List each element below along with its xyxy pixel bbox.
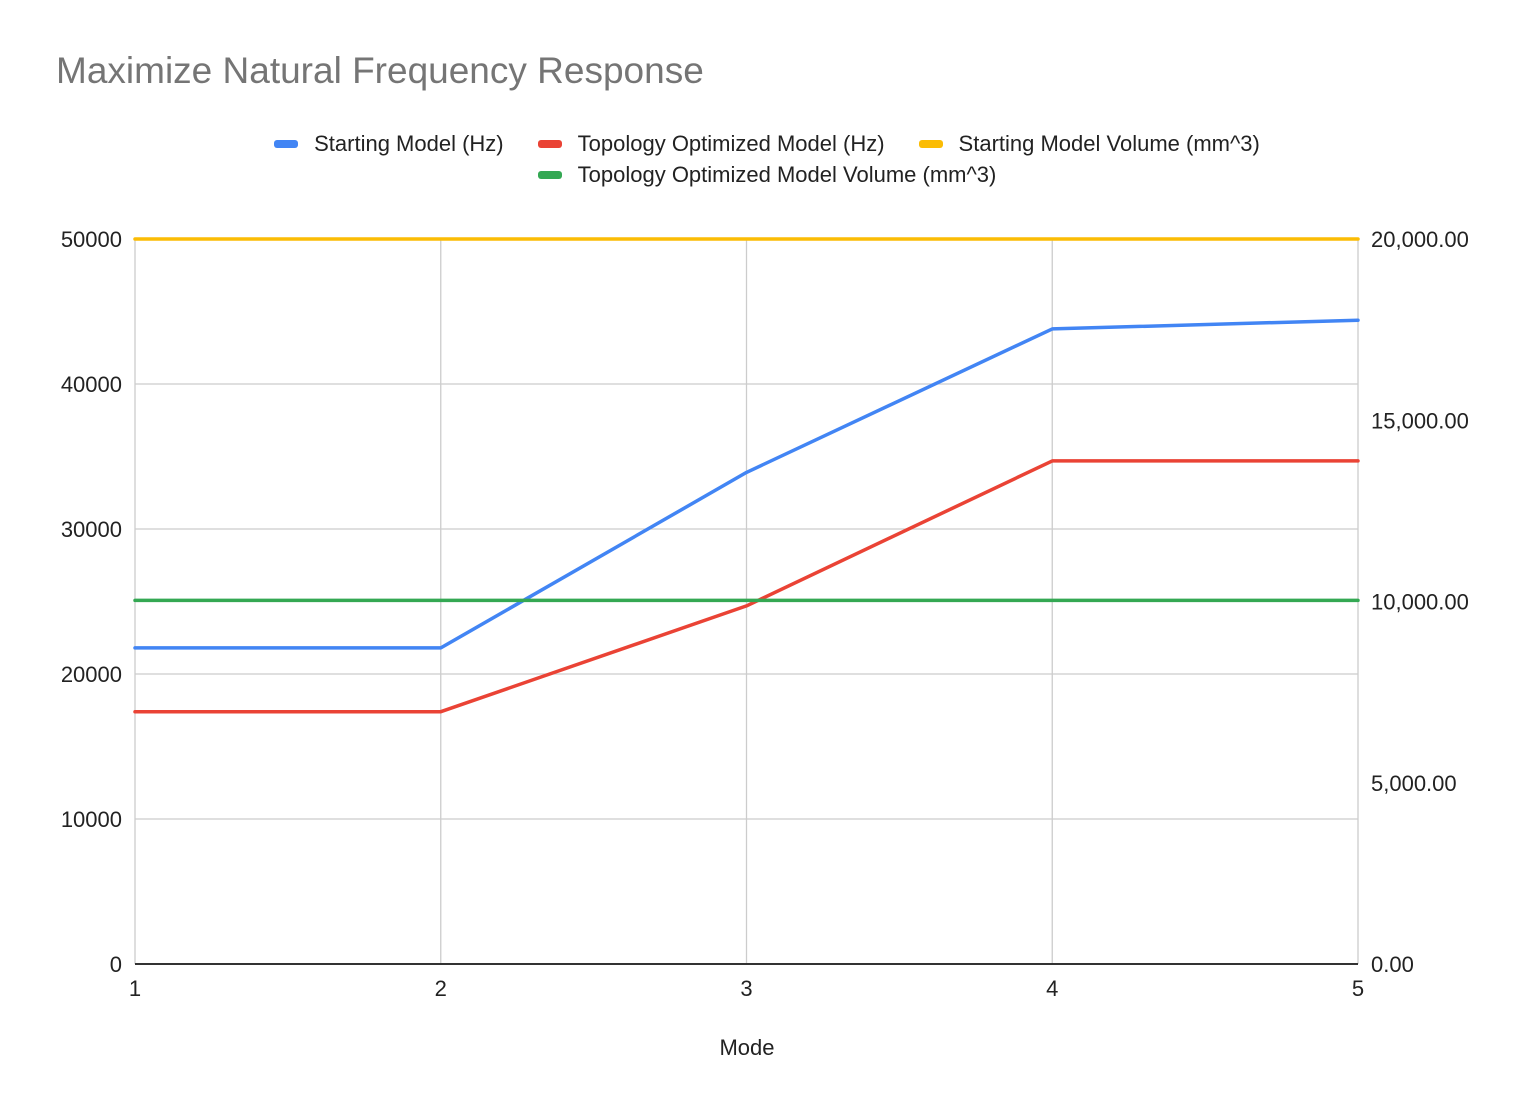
x-tick-label: 4 [1046,976,1058,1001]
legend-label-starting-model-volume: Starting Model Volume (mm^3) [958,131,1260,156]
legend-swatch-topology-optimized-model-hz [537,140,562,148]
y-tick-label: 0 [110,952,122,977]
x-axis-title: Mode [719,1035,774,1060]
y-tick-label: 50000 [61,227,122,252]
y-tick-label: 10000 [61,807,122,832]
series-layer [133,237,1360,714]
x-tick-label: 5 [1352,976,1364,1001]
legend-label-topology-optimized-model-hz: Topology Optimized Model (Hz) [577,131,885,156]
legend-row-2: Topology Optimized Model Volume (mm^3) [0,162,1534,188]
y2-tick-label: 15,000.00 [1371,408,1469,433]
legend-item-starting-model-volume[interactable]: Starting Model Volume (mm^3) [918,131,1260,157]
legend-item-starting-model-hz[interactable]: Starting Model (Hz) [274,131,504,157]
chart-title: Maximize Natural Frequency Response [56,50,704,91]
series-line-1[interactable] [133,459,1360,714]
y2-tick-label: 5,000.00 [1371,771,1457,796]
y-tick-label: 20000 [61,662,122,687]
legend-swatch-starting-model-hz [274,140,299,148]
series-line-0[interactable] [133,318,1360,650]
x-tick-label: 3 [740,976,752,1001]
x-tick-label: 2 [435,976,447,1001]
y-tick-label: 40000 [61,372,122,397]
y2-tick-label: 20,000.00 [1371,227,1469,252]
axis-layer: 0 10000 20000 30000 40000 50000 0.00 5,000.00 10… [61,227,1469,1001]
legend-label-starting-model-hz: Starting Model (Hz) [314,131,504,156]
legend-item-topology-optimized-model-hz[interactable]: Topology Optimized Model (Hz) [537,131,885,157]
y2-tick-label: 10,000.00 [1371,590,1469,615]
y-tick-label: 30000 [61,517,122,542]
legend-swatch-topology-optimized-model-volume [537,171,562,179]
legend-row-1: Starting Model (Hz) Topology Optimized M… [0,131,1534,157]
legend-item-topology-optimized-model-volume[interactable]: Topology Optimized Model Volume (mm^3) [537,162,997,188]
x-tick-label: 1 [129,976,141,1001]
legend-swatch-starting-model-volume [918,140,943,148]
legend-label-topology-optimized-model-volume: Topology Optimized Model Volume (mm^3) [577,162,997,187]
y2-tick-label: 0.00 [1371,952,1414,977]
